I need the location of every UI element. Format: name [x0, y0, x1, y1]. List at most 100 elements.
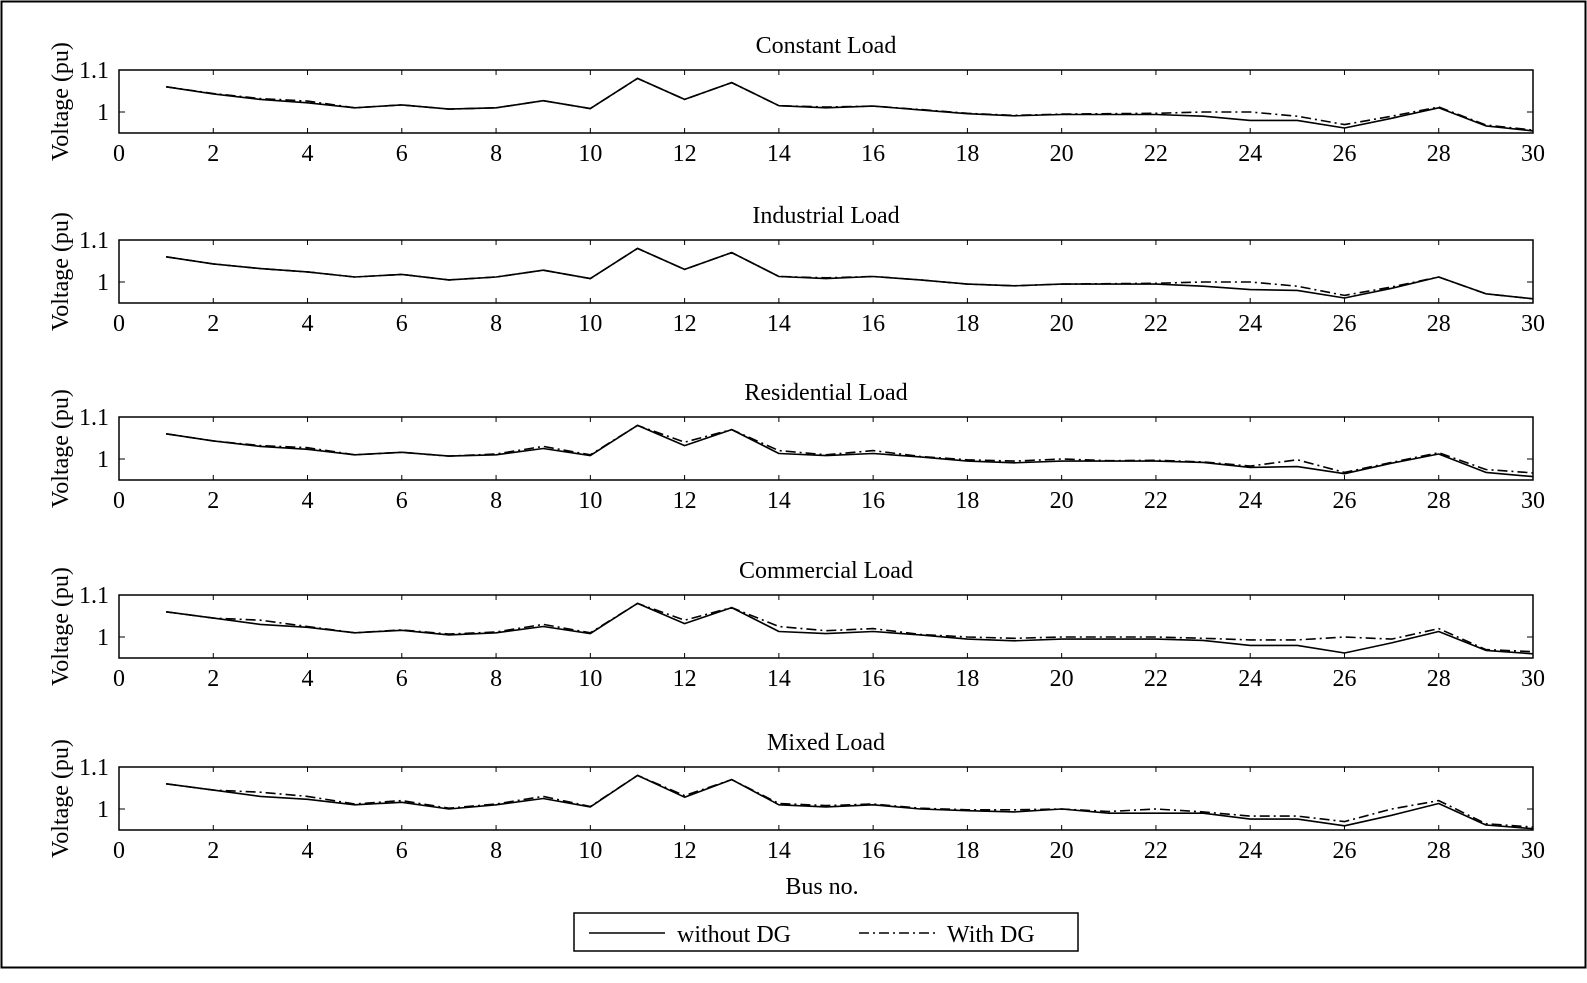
x-tick-label: 4: [302, 666, 314, 692]
x-tick-label: 26: [1332, 311, 1356, 337]
x-tick-label: 18: [955, 666, 979, 692]
x-tick-label: 20: [1050, 838, 1074, 864]
x-tick-label: 20: [1050, 488, 1074, 514]
panel-commercial-load: Commercial Load Voltage (pu) 0 2 4 6 8 10 12 14 16…: [48, 558, 1545, 692]
x-tick-label: 14: [767, 666, 791, 692]
x-tick-label: 0: [113, 141, 125, 167]
series-line-with-dg: [165, 77, 1533, 131]
x-tick-label: 2: [207, 666, 219, 692]
x-tick-label: 14: [767, 141, 791, 167]
x-tick-label: 24: [1238, 838, 1262, 864]
panel-title: Constant Load: [756, 33, 897, 59]
x-tick-label: 26: [1332, 141, 1356, 167]
x-tick-label: 8: [490, 666, 502, 692]
x-tick-label: 0: [113, 838, 125, 864]
x-tick-label: 12: [673, 838, 697, 864]
x-tick-label: 4: [302, 141, 314, 167]
x-tick-label: 20: [1050, 666, 1074, 692]
y-axis-label: Voltage (pu): [48, 42, 74, 161]
legend: without DG With DG: [573, 912, 1079, 952]
x-tick-label: 16: [861, 141, 885, 167]
x-tick-label: 16: [861, 311, 885, 337]
plot-area: [118, 766, 1534, 831]
y-tick-label: 1: [97, 797, 109, 823]
x-tick-label: 10: [578, 666, 602, 692]
x-tick-label: 6: [396, 838, 408, 864]
x-axis-label: Bus no.: [785, 874, 858, 900]
panel-title: Residential Load: [744, 380, 907, 406]
x-tick-label: 30: [1521, 311, 1545, 337]
y-axis-label: Voltage (pu): [48, 212, 74, 331]
x-tick-label: 14: [767, 838, 791, 864]
x-tick-label: 12: [673, 141, 697, 167]
panel-title: Commercial Load: [739, 558, 913, 584]
series-line-with-dg: [165, 424, 1533, 474]
x-tick-label: 28: [1427, 141, 1451, 167]
x-tick-label: 0: [113, 311, 125, 337]
x-tick-label: 2: [207, 141, 219, 167]
plot-area: [118, 239, 1534, 304]
x-tick-label: 22: [1144, 311, 1168, 337]
x-tick-label: 28: [1427, 838, 1451, 864]
x-tick-label: 16: [861, 838, 885, 864]
x-tick-label: 10: [578, 311, 602, 337]
x-tick-label: 12: [673, 666, 697, 692]
x-tick-label: 18: [955, 488, 979, 514]
x-tick-label: 18: [955, 838, 979, 864]
plot-area: [118, 69, 1534, 134]
x-tick-label: 26: [1332, 838, 1356, 864]
x-tick-label: 14: [767, 311, 791, 337]
x-tick-label: 16: [861, 666, 885, 692]
x-tick-label: 8: [490, 311, 502, 337]
plot-area: [118, 416, 1534, 481]
x-tick-label: 10: [578, 838, 602, 864]
x-tick-label: 28: [1427, 488, 1451, 514]
x-tick-label: 0: [113, 488, 125, 514]
x-tick-label: 22: [1144, 666, 1168, 692]
panel-title: Mixed Load: [767, 730, 885, 756]
x-tick-label: 6: [396, 488, 408, 514]
x-tick-label: 2: [207, 311, 219, 337]
x-tick-label: 28: [1427, 311, 1451, 337]
x-tick-label: 28: [1427, 666, 1451, 692]
legend-label-with-dg: With DG: [947, 922, 1035, 948]
x-tick-label: 24: [1238, 141, 1262, 167]
x-tick-label: 6: [396, 141, 408, 167]
x-tick-label: 4: [302, 311, 314, 337]
x-tick-label: 8: [490, 838, 502, 864]
x-tick-label: 0: [113, 666, 125, 692]
x-tick-label: 24: [1238, 311, 1262, 337]
x-tick-label: 30: [1521, 488, 1545, 514]
y-tick-label: 1: [97, 100, 109, 126]
x-tick-label: 18: [955, 311, 979, 337]
x-tick-label: 20: [1050, 311, 1074, 337]
x-tick-label: 10: [578, 141, 602, 167]
x-tick-label: 26: [1332, 666, 1356, 692]
y-tick-label: 1: [97, 270, 109, 296]
y-tick-label: 1.1: [79, 228, 109, 254]
x-tick-label: 22: [1144, 141, 1168, 167]
legend-label-without-dg: without DG: [677, 922, 791, 948]
x-tick-label: 8: [490, 488, 502, 514]
x-tick-label: 6: [396, 666, 408, 692]
x-tick-label: 12: [673, 311, 697, 337]
y-axis-label: Voltage (pu): [48, 389, 74, 508]
x-tick-label: 22: [1144, 488, 1168, 514]
x-tick-label: 22: [1144, 838, 1168, 864]
y-tick-label: 1.1: [79, 405, 109, 431]
x-tick-label: 2: [207, 488, 219, 514]
y-tick-label: 1.1: [79, 755, 109, 781]
x-tick-label: 16: [861, 488, 885, 514]
x-tick-label: 20: [1050, 141, 1074, 167]
series-line-without-dg: [165, 774, 1533, 830]
series-line-with-dg: [165, 602, 1533, 653]
y-axis-label: Voltage (pu): [48, 567, 74, 686]
x-tick-label: 4: [302, 838, 314, 864]
